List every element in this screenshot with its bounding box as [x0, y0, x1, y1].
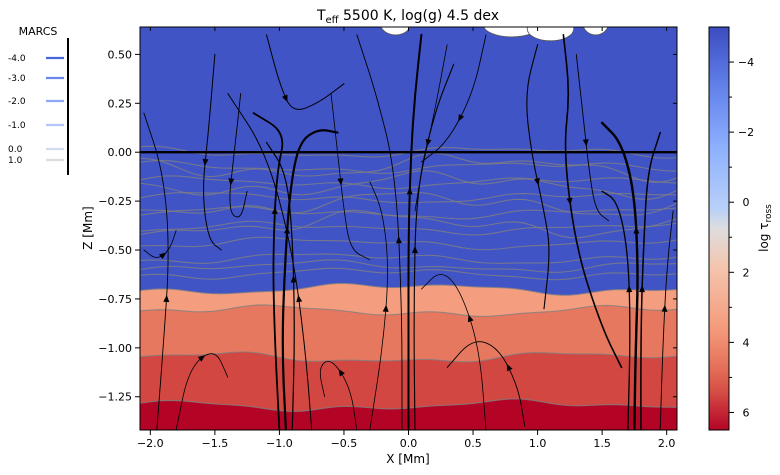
streamline	[414, 44, 448, 212]
streamline-arrow	[626, 285, 633, 293]
surface-cap	[526, 27, 575, 42]
streamline-arrow	[228, 178, 235, 186]
axes: −2.0 −1.5 −1.0 −0.5 0.0 0.5 1.0 1.5 2.0 0.50 0.25 0…	[98, 27, 677, 450]
streamline	[659, 210, 674, 430]
streamline-arrow	[467, 314, 474, 323]
surface-cap	[583, 27, 609, 36]
streamline-arrow	[458, 113, 465, 122]
streamline-arrow	[395, 236, 402, 244]
x-tick-label: 1.0	[529, 437, 547, 450]
colorbar-tick-label: −4	[738, 56, 754, 69]
streamline-arrow	[382, 304, 389, 312]
y-tick-label: 0.00	[108, 146, 133, 159]
streamline-arrow	[506, 363, 513, 372]
legend-title: MARCS	[19, 25, 58, 38]
contour-line	[140, 159, 677, 174]
streamline-arrow	[284, 226, 290, 234]
y-tick-label: −1.25	[98, 391, 132, 404]
streamline-arrow	[158, 252, 167, 260]
colorbar-tick-label: 6	[743, 406, 750, 419]
streamline	[526, 44, 550, 310]
y-tick-label: −0.25	[98, 195, 132, 208]
legend-label: 0.0	[8, 145, 23, 155]
colorbar-tick-label: 0	[743, 196, 750, 209]
streamline-arrow	[566, 197, 573, 206]
colorbar-gradient	[708, 26, 730, 431]
streamline-arrow	[338, 368, 345, 377]
streamline	[600, 121, 639, 430]
streamline	[407, 33, 423, 430]
y-tick-label: −1.00	[98, 342, 132, 355]
streamline-arrow	[661, 304, 668, 312]
contour-line	[140, 170, 677, 200]
streamline-arrow	[337, 178, 344, 186]
x-tick-label: 1.5	[593, 437, 611, 450]
streamline-arrow	[534, 177, 540, 186]
streamline-arrow	[633, 226, 640, 234]
legend-label: 1.0	[8, 156, 23, 166]
x-tick-label: 0.0	[400, 437, 418, 450]
legend-label: -2.0	[8, 97, 26, 107]
streamline-arrow	[411, 246, 418, 254]
streamline-arrow	[202, 158, 209, 166]
streamline-arrow	[639, 285, 645, 293]
streamline	[175, 353, 229, 430]
streamline-arrow	[281, 94, 288, 103]
plot-area	[140, 27, 677, 430]
streamline	[143, 230, 177, 258]
x-tick-label: −2.0	[137, 437, 164, 450]
y-tick-label: 0.25	[108, 97, 133, 110]
streamline-arrow	[197, 355, 206, 362]
y-tick-label: −0.50	[98, 244, 132, 257]
surface-cap	[483, 27, 541, 38]
streamline-arrow	[582, 139, 589, 147]
x-tick-label: −1.0	[266, 437, 293, 450]
chart-title: Teff 5500 K, log(g) 4.5 dex	[316, 8, 499, 26]
y-tick-label: −0.75	[98, 293, 132, 306]
legend-label: -4.0	[8, 54, 26, 64]
colorbar-tick-label: 2	[743, 266, 750, 279]
streamline	[562, 34, 623, 369]
x-axis-label: X [Mm]	[386, 452, 429, 466]
colorbar-label: log τross	[757, 204, 774, 252]
x-tick-label: −0.5	[331, 437, 358, 450]
x-tick-label: 2.0	[658, 437, 676, 450]
x-tick-label: 0.5	[464, 437, 482, 450]
streamline	[227, 93, 313, 430]
legend: MARCS -4.0 -3.0 -2.0 -1.0 0.01.0	[8, 25, 69, 175]
y-axis-label: Z [Mm]	[81, 206, 95, 249]
y-tick-label: 0.50	[108, 48, 133, 61]
streamline-arrow	[290, 275, 297, 283]
streamline-arrow	[425, 138, 432, 147]
legend-label: -1.0	[8, 121, 26, 131]
streamline-arrow	[406, 187, 413, 195]
x-tick-label: −1.5	[202, 437, 229, 450]
streamline-arrow	[271, 206, 278, 215]
surface-cap	[380, 27, 411, 36]
streamline	[252, 112, 284, 430]
streamline-arrow	[296, 294, 303, 303]
streamline	[420, 34, 487, 163]
legend-label: -3.0	[8, 74, 26, 84]
colorbar-tick-label: −2	[738, 126, 754, 139]
streamline-arrow	[163, 294, 170, 303]
colorbar: −4 −2 0 2 4 6	[708, 26, 754, 431]
colorbar-tick-label: 4	[743, 336, 750, 349]
